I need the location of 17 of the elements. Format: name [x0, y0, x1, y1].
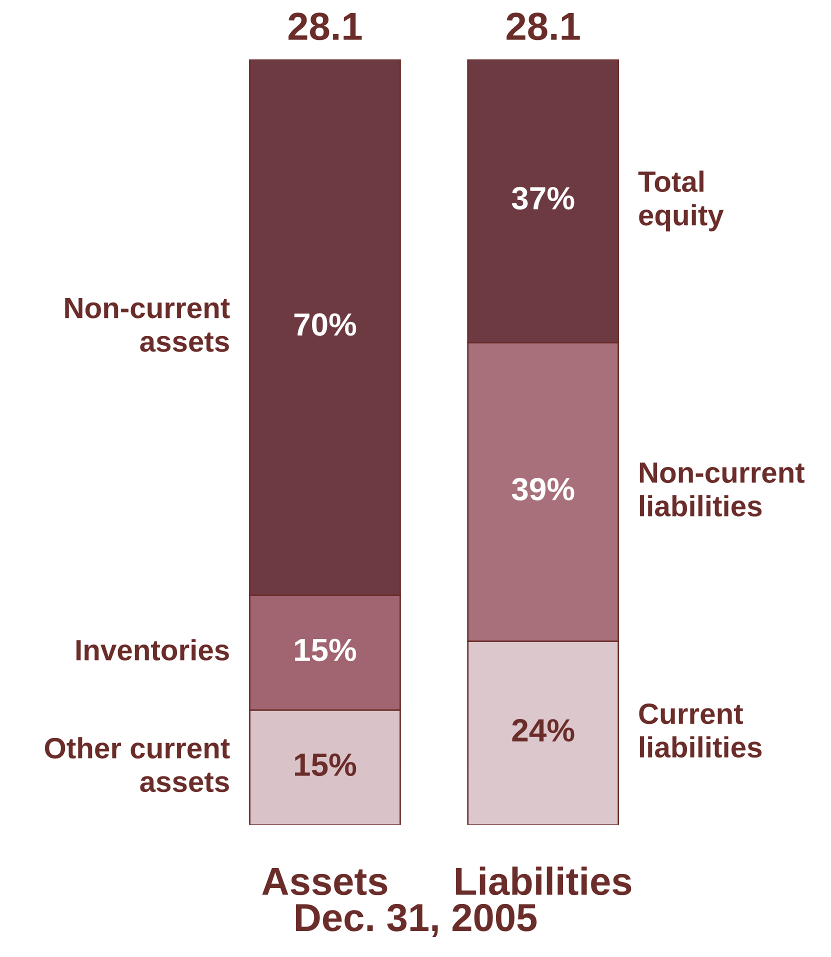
x-axis-title: Dec. 31, 2005: [296, 904, 537, 938]
x-tick-label: Assets: [262, 868, 388, 896]
series-label: Total equity: [638, 170, 724, 232]
series-label: Current liabilities: [639, 703, 762, 758]
data-label: 15%: [295, 754, 356, 776]
series-label: Non-current assets: [65, 298, 230, 352]
annotation: 28.1: [288, 12, 362, 40]
series-label: Inventories: [76, 639, 229, 661]
data-label: 39%: [512, 478, 574, 501]
data-label: 37%: [512, 186, 574, 210]
data-label: 24%: [512, 719, 574, 742]
series-label: Non-current liabilities: [640, 462, 805, 516]
series-label: Other current assets: [44, 737, 230, 792]
x-tick-label: Liabilities: [456, 866, 632, 896]
annotation: 28.1: [506, 12, 580, 40]
data-label: 70%: [294, 313, 356, 336]
data-label: 15%: [295, 638, 356, 662]
